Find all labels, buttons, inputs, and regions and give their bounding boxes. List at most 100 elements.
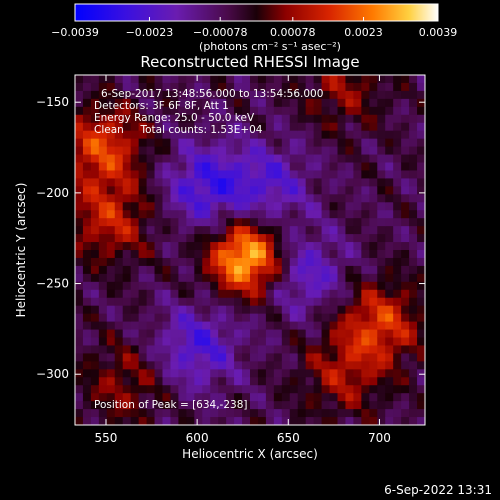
- heatmap-cell: [345, 106, 354, 116]
- heatmap-cell: [250, 122, 259, 132]
- heatmap-cell: [98, 289, 108, 299]
- heatmap-cell: [417, 337, 425, 347]
- heatmap-cell: [289, 242, 299, 251]
- heatmap-cell: [218, 170, 227, 179]
- heatmap-cell: [226, 257, 235, 267]
- heatmap-cell: [281, 377, 291, 386]
- heatmap-cell: [361, 210, 370, 219]
- heatmap-cell: [130, 122, 140, 132]
- heatmap-cell: [146, 329, 156, 339]
- heatmap-cell: [305, 154, 315, 164]
- heatmap-cell: [82, 329, 92, 339]
- heatmap-cell: [385, 361, 394, 370]
- heatmap-cell: [313, 162, 323, 172]
- heatmap-cell: [417, 154, 425, 164]
- heatmap-cell: [226, 90, 235, 100]
- heatmap-cell: [297, 289, 307, 299]
- heatmap-cell: [90, 106, 100, 116]
- heatmap-cell: [329, 289, 339, 299]
- heatmap-cell: [114, 194, 124, 203]
- heatmap-cell: [377, 162, 386, 172]
- heatmap-cell: [226, 194, 235, 203]
- heatmap-cell: [146, 281, 156, 291]
- heatmap-cell: [273, 353, 283, 362]
- heatmap-cell: [289, 162, 299, 172]
- heatmap-cell: [417, 305, 425, 315]
- heatmap-cell: [194, 178, 203, 187]
- heatmap-cell: [273, 138, 283, 148]
- heatmap-cell: [130, 337, 140, 347]
- heatmap-cell: [202, 353, 211, 362]
- heatmap-cell: [345, 257, 354, 267]
- heatmap-cell: [186, 242, 195, 251]
- heatmap-cell: [273, 345, 283, 354]
- heatmap-cell: [242, 313, 251, 323]
- heatmap-cell: [178, 226, 187, 235]
- heatmap-cell: [194, 90, 203, 100]
- heatmap-cell: [305, 98, 315, 108]
- heatmap-cell: [90, 305, 100, 315]
- heatmap-cell: [329, 146, 339, 156]
- heatmap-cell: [329, 138, 339, 148]
- heatmap-cell: [178, 305, 187, 315]
- heatmap-cell: [281, 353, 291, 362]
- heatmap-cell: [265, 345, 275, 354]
- heatmap-cell: [138, 226, 148, 235]
- heatmap-cell: [401, 194, 410, 203]
- heatmap-cell: [114, 146, 124, 156]
- heatmap-cell: [90, 289, 100, 299]
- heatmap-cell: [106, 369, 116, 378]
- heatmap-cell: [194, 289, 203, 299]
- heatmap-cell: [170, 162, 179, 172]
- heatmap-cell: [361, 226, 370, 235]
- heatmap-cell: [401, 265, 410, 275]
- heatmap-cell: [162, 170, 172, 179]
- heatmap-cell: [305, 401, 315, 410]
- heatmap-cell: [297, 329, 307, 339]
- heatmap-cell: [361, 90, 370, 100]
- heatmap-cell: [409, 146, 418, 156]
- heatmap-cell: [202, 401, 211, 410]
- heatmap-cell: [329, 82, 339, 92]
- heatmap-cell: [146, 297, 156, 307]
- heatmap-cell: [82, 210, 92, 219]
- heatmap-cell: [162, 321, 172, 331]
- heatmap-cell: [186, 90, 195, 100]
- heatmap-cell: [242, 297, 251, 307]
- heatmap-cell: [369, 154, 378, 164]
- heatmap-cell: [250, 178, 259, 187]
- heatmap-cell: [98, 393, 108, 402]
- heatmap-cell: [114, 313, 124, 323]
- heatmap-cell: [401, 82, 410, 92]
- heatmap-cell: [289, 385, 299, 394]
- heatmap-cell: [162, 401, 172, 410]
- heatmap-cell: [170, 377, 179, 386]
- heatmap-cell: [377, 234, 386, 243]
- heatmap-cell: [146, 154, 156, 164]
- heatmap-cell: [130, 321, 140, 331]
- heatmap-cell: [138, 146, 148, 156]
- heatmap-cell: [401, 297, 410, 307]
- heatmap-cell: [265, 178, 275, 187]
- heatmap-cell: [154, 409, 164, 418]
- heatmap-cell: [162, 202, 172, 211]
- heatmap-cell: [345, 393, 354, 402]
- heatmap-cell: [202, 154, 211, 164]
- heatmap-cell: [281, 321, 291, 331]
- heatmap-cell: [154, 289, 164, 299]
- heatmap-cell: [289, 337, 299, 347]
- heatmap-cell: [313, 393, 323, 402]
- heatmap-cell: [226, 345, 235, 354]
- heatmap-cell: [106, 417, 116, 425]
- heatmap-cell: [305, 265, 315, 275]
- heatmap-cell: [393, 409, 402, 418]
- heatmap-cell: [242, 393, 251, 402]
- heatmap-cell: [281, 417, 291, 425]
- heatmap-cell: [75, 90, 84, 100]
- heatmap-cell: [313, 98, 323, 108]
- heatmap-cell: [114, 75, 124, 84]
- heatmap-cell: [82, 170, 92, 179]
- heatmap-cell: [186, 401, 195, 410]
- heatmap-cell: [393, 281, 402, 291]
- heatmap-cell: [313, 273, 323, 283]
